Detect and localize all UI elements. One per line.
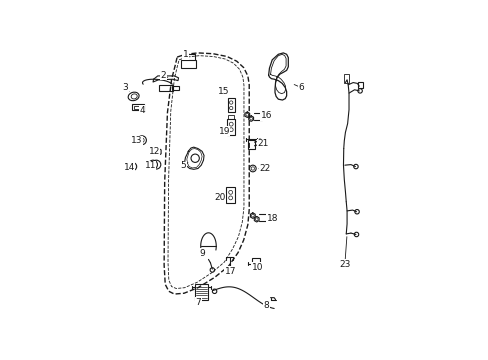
Text: 16: 16 xyxy=(261,111,272,120)
Text: 7: 7 xyxy=(195,298,201,307)
Text: 19: 19 xyxy=(218,127,229,136)
Text: 1: 1 xyxy=(182,50,188,59)
Text: 12: 12 xyxy=(148,147,160,156)
Bar xyxy=(357,82,363,88)
Text: 20: 20 xyxy=(214,193,225,202)
Bar xyxy=(227,98,234,112)
Text: 9: 9 xyxy=(199,249,204,258)
Text: 5: 5 xyxy=(180,161,186,170)
Bar xyxy=(158,85,173,91)
Bar xyxy=(228,115,233,120)
Bar xyxy=(181,60,196,68)
Text: 13: 13 xyxy=(130,136,142,145)
Bar xyxy=(133,105,140,109)
Text: 22: 22 xyxy=(259,164,270,173)
Text: 15: 15 xyxy=(217,87,229,96)
Bar xyxy=(194,284,207,300)
Text: 8: 8 xyxy=(263,301,269,310)
Text: 4: 4 xyxy=(139,106,144,115)
Bar xyxy=(251,258,260,269)
Text: 2: 2 xyxy=(160,71,166,80)
Text: 21: 21 xyxy=(257,139,268,148)
Bar xyxy=(226,187,235,203)
Text: 23: 23 xyxy=(339,260,350,269)
Text: 11: 11 xyxy=(144,161,156,170)
Bar xyxy=(172,86,178,90)
Text: 10: 10 xyxy=(251,263,263,272)
Text: 6: 6 xyxy=(298,83,304,92)
Text: 17: 17 xyxy=(224,266,236,275)
Bar xyxy=(132,104,144,110)
Text: 14: 14 xyxy=(123,163,135,172)
Bar xyxy=(247,140,254,149)
Text: 18: 18 xyxy=(266,214,277,223)
Text: 3: 3 xyxy=(122,83,128,92)
Bar xyxy=(343,74,348,82)
Bar xyxy=(227,120,235,135)
